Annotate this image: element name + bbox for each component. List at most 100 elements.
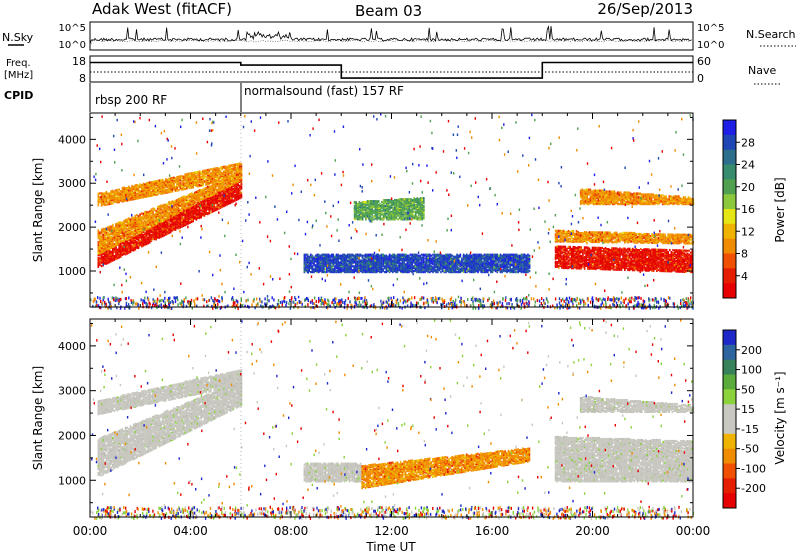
heatmap-cell: [305, 264, 307, 267]
heatmap-cell: [118, 188, 120, 191]
heatmap-cell: [142, 223, 145, 226]
heatmap-cell: [121, 224, 124, 227]
heatmap-cell: [396, 256, 399, 259]
heatmap-cell: [206, 180, 209, 183]
heatmap-cell: [303, 270, 306, 273]
heatmap-cell: [112, 202, 114, 205]
heatmap-cell: [184, 202, 186, 205]
heatmap-cell: [424, 270, 426, 273]
heatmap-cell: [467, 268, 470, 271]
heatmap-cell: [213, 190, 215, 193]
heatmap-cell: [137, 184, 140, 187]
heatmap-cell: [97, 197, 100, 200]
heatmap-cell: [124, 235, 127, 238]
heatmap-cell: [104, 257, 106, 260]
heatmap-cell: [102, 258, 104, 261]
heatmap-cell: [356, 266, 359, 269]
heatmap-cell: [203, 177, 206, 180]
heatmap-cell: [454, 255, 457, 258]
heatmap-cell: [187, 172, 190, 175]
heatmap-cell: [157, 185, 159, 188]
heatmap-cell: [229, 182, 231, 185]
heatmap-cell: [358, 253, 360, 256]
heatmap-cell: [425, 258, 428, 261]
heatmap-cell: [211, 167, 214, 171]
heatmap-cell: [173, 210, 175, 213]
heatmap-cell: [147, 240, 149, 243]
heatmap-cell: [102, 233, 104, 236]
heatmap-cell: [179, 175, 182, 178]
heatmap-cell: [157, 225, 159, 229]
heatmap-cell: [165, 216, 167, 219]
heatmap-cell: [200, 197, 202, 201]
heatmap-cell: [113, 229, 116, 232]
heatmap-cell: [219, 187, 222, 190]
heatmap-cell: [179, 220, 182, 223]
heatmap-cell: [126, 186, 129, 190]
heatmap-cell: [147, 181, 149, 184]
heatmap-cell: [108, 252, 111, 255]
heatmap-cell: [335, 253, 338, 256]
heatmap-cell: [406, 261, 409, 264]
heatmap-cell: [237, 177, 239, 180]
heatmap-cell: [400, 253, 402, 256]
heatmap-cell: [192, 193, 194, 196]
heatmap-cell: [316, 258, 318, 261]
heatmap-cell: [200, 209, 202, 212]
heatmap-cell: [153, 189, 156, 192]
heatmap-cell: [205, 178, 207, 182]
heatmap-cell: [366, 253, 368, 256]
heatmap-cell: [422, 271, 425, 274]
heatmap-cell: [131, 245, 133, 248]
heatmap-cell: [100, 265, 103, 268]
heatmap-cell: [126, 234, 129, 237]
heatmap-cell: [330, 255, 333, 258]
heatmap-cell: [372, 255, 375, 258]
heatmap-cell: [213, 196, 215, 199]
heatmap-cell: [429, 261, 431, 264]
heatmap-cell: [388, 256, 391, 259]
heatmap-cell: [202, 172, 204, 175]
heatmap-cell: [128, 230, 130, 233]
heatmap-cell: [384, 271, 386, 274]
heatmap-cell: [416, 271, 418, 274]
heatmap-cell: [181, 216, 183, 219]
freq-right-tick-bottom: 0: [697, 72, 704, 85]
heatmap-cell: [214, 206, 217, 209]
heatmap-cell: [337, 253, 339, 256]
heatmap-cell: [152, 180, 154, 183]
heatmap-cell: [417, 256, 420, 259]
heatmap-cell: [467, 254, 470, 257]
heatmap-cell: [390, 254, 392, 257]
heatmap-cell: [160, 210, 162, 213]
heatmap-cell: [417, 270, 420, 273]
heatmap-cell: [186, 200, 188, 203]
heatmap-cell: [414, 265, 417, 268]
heatmap-cell: [139, 183, 141, 186]
heatmap-cell: [141, 224, 143, 227]
heatmap-cell: [136, 220, 138, 223]
heatmap-cell: [165, 178, 167, 181]
heatmap-cell: [121, 241, 124, 244]
heatmap-cell: [213, 186, 215, 189]
heatmap-cell: [136, 216, 138, 220]
heatmap-cell: [112, 244, 114, 248]
heatmap-cell: [308, 269, 310, 272]
heatmap-cell: [213, 177, 215, 180]
heatmap-cell: [150, 215, 153, 218]
heatmap-cell: [169, 201, 172, 204]
heatmap-cell: [182, 219, 185, 222]
heatmap-cell: [227, 174, 230, 177]
heatmap-cell: [203, 187, 206, 190]
heatmap-cell: [157, 221, 159, 224]
heatmap-cell: [197, 192, 199, 195]
heatmap-cell: [157, 193, 159, 196]
cpid-segment-1: rbsp 200 RF: [95, 93, 167, 107]
heatmap-cell: [239, 184, 241, 187]
heatmap-cell: [322, 258, 325, 261]
heatmap-cell: [108, 233, 111, 236]
heatmap-cell: [184, 211, 186, 214]
heatmap-cell: [451, 254, 454, 257]
heatmap-cell: [124, 230, 127, 233]
heatmap-cell: [322, 256, 325, 259]
